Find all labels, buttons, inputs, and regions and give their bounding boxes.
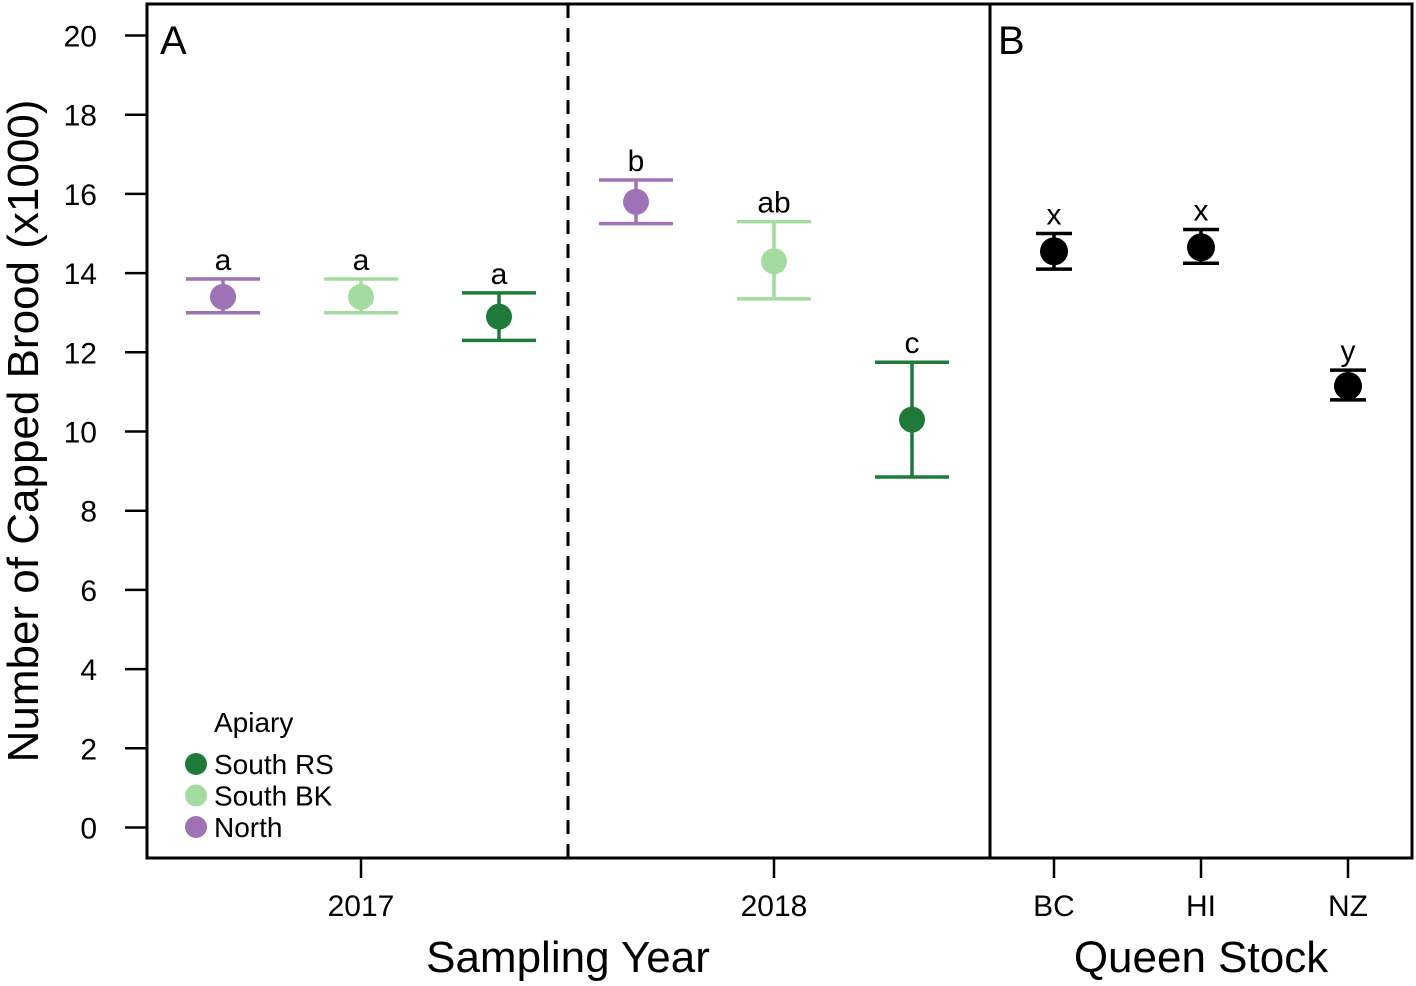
y-tick-label: 2: [80, 733, 97, 766]
y-tick-label: 18: [64, 100, 97, 133]
error-point: a: [186, 244, 260, 315]
panel-letter-B: B: [998, 19, 1025, 63]
error-point: b: [599, 145, 673, 226]
x-tick-label: 2018: [741, 890, 808, 923]
legend-swatch: [185, 784, 207, 807]
x-tick-label: NZ: [1328, 890, 1368, 923]
significance-label: ab: [757, 187, 790, 220]
mean-point: [899, 406, 925, 433]
mean-point: [348, 283, 374, 310]
error-point: c: [875, 327, 949, 479]
significance-label: x: [1194, 195, 1209, 228]
legend-label: North: [214, 812, 282, 843]
y-tick-label: 12: [64, 337, 97, 370]
significance-label: x: [1047, 199, 1062, 232]
y-tick-label: 14: [64, 258, 97, 291]
axis-titles: A Sampling Year B Queen Stock Number of Capp…: [0, 19, 1329, 982]
legend-swatch: [185, 816, 207, 838]
x-tick-label: BC: [1033, 890, 1075, 923]
significance-label: c: [905, 327, 920, 360]
y-tick-label: 16: [64, 179, 97, 212]
x-tick-label: 2017: [328, 890, 395, 923]
significance-label: y: [1341, 335, 1356, 368]
error-point: a: [324, 244, 398, 315]
y-tick-label: 0: [80, 813, 97, 846]
x-axis-title: Sampling Year: [426, 933, 710, 982]
legend-swatch: [185, 753, 207, 775]
y-tick-label: 4: [80, 654, 97, 687]
y-axis: 0 2 4 6 8 10 12 14 16 18 20: [64, 21, 147, 846]
error-point: ab: [737, 187, 811, 301]
x-axis: 2017 2018 BC HI NZ: [328, 858, 1368, 923]
x-axis-title: Queen Stock: [1074, 933, 1329, 982]
y-axis-title: Number of Capped Brood (x1000): [0, 100, 48, 763]
mean-point: [1187, 233, 1215, 262]
significance-label: b: [628, 145, 645, 178]
y-tick-label: 10: [64, 417, 97, 450]
x-tick-label: HI: [1186, 890, 1216, 923]
significance-label: a: [215, 244, 232, 277]
legend-label: South BK: [214, 781, 333, 812]
error-point: y: [1330, 335, 1366, 402]
mean-point: [210, 283, 236, 310]
y-tick-label: 8: [80, 496, 97, 529]
error-point: x: [1036, 199, 1072, 271]
panel-letter-A: A: [160, 19, 187, 63]
mean-point: [1334, 371, 1362, 400]
mean-point: [761, 248, 787, 275]
error-point: x: [1183, 195, 1219, 265]
error-point: a: [462, 258, 536, 343]
mean-point: [486, 303, 512, 330]
significance-label: a: [491, 258, 508, 291]
y-tick-label: 20: [64, 21, 97, 54]
mean-point: [623, 188, 649, 215]
legend-title: Apiary: [214, 707, 293, 738]
plot-border: [145, 2, 1414, 860]
plot-frame: [145, 2, 1414, 860]
legend-label: South RS: [214, 749, 334, 780]
significance-label: a: [353, 244, 370, 277]
mean-point: [1040, 237, 1068, 266]
y-tick-label: 6: [80, 575, 97, 608]
